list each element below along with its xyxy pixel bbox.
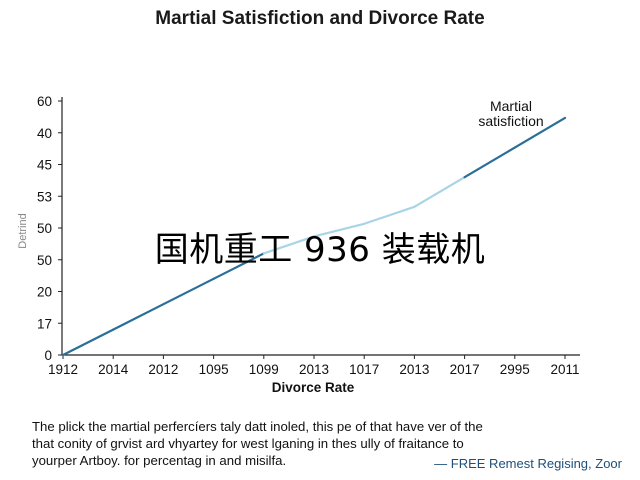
series-line-segment [212, 252, 265, 280]
y-axis-label: Detrind [17, 213, 29, 248]
series-line-segment [463, 146, 516, 179]
series-annotation-line2: satisfiction [478, 113, 543, 129]
x-axis: 1912 2014 2012 1095 1099 2013 1017 2013 2017 2995… [48, 354, 580, 377]
credit-text: — FREE Remest Regising, Zoor [434, 456, 622, 471]
series-line-segment [162, 277, 215, 306]
series-line-segment [363, 205, 416, 225]
x-tick-label: 2995 [500, 362, 530, 377]
x-tick-label: 1912 [48, 362, 78, 377]
x-tick-label: 1017 [349, 362, 379, 377]
y-tick-label: 17 [37, 316, 52, 331]
footnote-line-3: yourper Artboy. for percentag in and mis… [32, 453, 287, 468]
y-tick-label: 60 [37, 94, 52, 109]
x-axis-label: Divorce Rate [272, 380, 355, 395]
footnote: The plick the martial perfercíers taly d… [32, 418, 617, 469]
y-tick-label: 50 [37, 253, 52, 268]
series-annotation-line1: Martial [490, 98, 532, 114]
series-lines [61, 116, 567, 357]
chart-title: Martial Satisfiction and Divorce Rate [155, 8, 485, 29]
x-tick-label: 2012 [148, 362, 178, 377]
x-tick-label: 1095 [199, 362, 229, 377]
x-tick-label: 1099 [249, 362, 279, 377]
y-tick-label: 40 [37, 126, 52, 141]
x-tick-label: 2017 [450, 362, 480, 377]
x-tick-label: 2014 [98, 362, 129, 377]
overlay-watermark-text: 国机重工 936 装载机 [154, 230, 486, 270]
series-line-segment [61, 328, 115, 357]
series-line-segment [112, 303, 165, 331]
x-tick-label: 2013 [299, 362, 329, 377]
y-tick-label: 50 [37, 221, 52, 236]
series-line-segment [312, 222, 366, 238]
x-tick-label: 2011 [550, 362, 579, 377]
y-axis: 60 40 45 53 50 50 20 17 0 [37, 94, 63, 363]
series-line-segment [262, 235, 316, 255]
footnote-line-2: that conity of grvist ard vhyartey for w… [32, 436, 464, 451]
y-tick-label: 45 [37, 158, 52, 173]
y-tick-label: 53 [37, 189, 52, 204]
series-line-segment [513, 116, 567, 149]
y-tick-label: 20 [37, 285, 52, 300]
footnote-line-1: The plick the martial perfercíers taly d… [32, 419, 483, 434]
x-tick-label: 2013 [399, 362, 429, 377]
series-line-segment [413, 176, 466, 208]
y-tick-label: 0 [44, 348, 52, 363]
